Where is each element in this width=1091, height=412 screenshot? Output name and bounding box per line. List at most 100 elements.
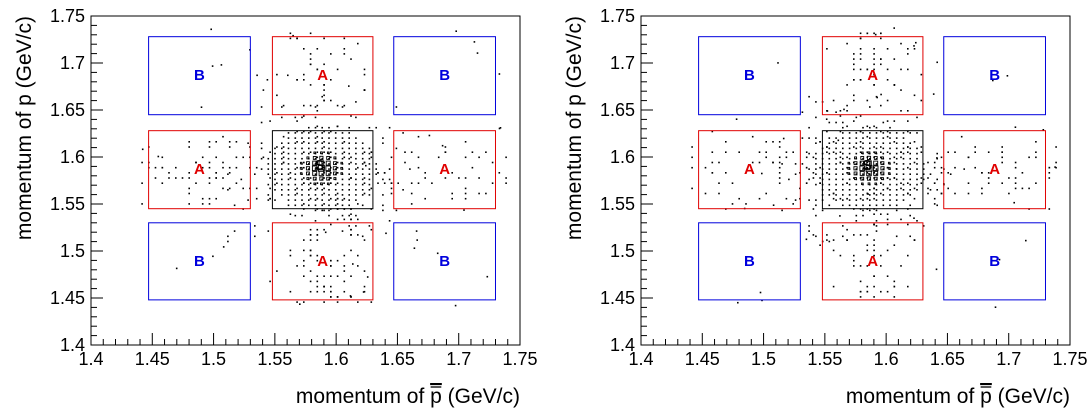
data-point: [416, 239, 418, 241]
data-point: [368, 194, 371, 196]
data-point: [866, 151, 869, 153]
data-point: [859, 146, 862, 148]
data-point: [758, 161, 761, 164]
data-point: [828, 204, 831, 207]
region-label: A: [317, 253, 328, 270]
data-point: [886, 223, 889, 226]
data-point: [227, 173, 229, 175]
data-point: [289, 290, 292, 293]
data-point: [274, 147, 276, 150]
data-point: [936, 157, 938, 159]
data-point: [303, 177, 305, 179]
data-point: [323, 301, 325, 303]
data-point: [464, 156, 467, 159]
data-point: [842, 173, 844, 175]
data-point: [913, 161, 916, 164]
y-tick-label: 1.55: [600, 194, 635, 214]
data-point: [267, 168, 270, 170]
data-point: [835, 189, 837, 191]
data-point: [308, 199, 310, 201]
data-point: [866, 285, 869, 288]
data-point: [222, 187, 224, 190]
data-point: [303, 161, 305, 164]
data-point: [303, 115, 305, 117]
data-point: [778, 182, 781, 184]
data-point: [828, 163, 831, 165]
peak-cell: [299, 172, 303, 175]
data-point: [478, 177, 480, 179]
data-point: [281, 106, 283, 108]
data-point: [902, 137, 905, 139]
x-tick-label: 1.75: [502, 349, 537, 369]
data-point: [348, 189, 350, 191]
region-a: A: [821, 36, 924, 116]
data-point: [363, 290, 366, 293]
y-tick-label: 1.6: [610, 147, 635, 167]
data-point: [200, 106, 203, 108]
data-point: [341, 183, 344, 186]
data-point: [855, 189, 858, 191]
data-point: [859, 141, 862, 143]
data-point: [375, 126, 377, 129]
data-point: [880, 104, 882, 107]
data-point: [323, 177, 325, 179]
data-point: [365, 164, 367, 167]
data-point: [1028, 187, 1030, 190]
data-point: [274, 163, 276, 165]
region-label: S: [314, 157, 324, 174]
data-point: [907, 110, 909, 112]
data-point: [940, 156, 943, 159]
data-point: [328, 204, 330, 207]
data-point: [316, 290, 319, 293]
data-point: [1014, 161, 1017, 164]
data-point: [314, 106, 317, 108]
peak-cell: [873, 170, 879, 176]
peak-cell: [887, 172, 891, 175]
data-point: [301, 137, 303, 139]
data-point: [486, 275, 489, 278]
peak-cell: [312, 176, 317, 181]
data-point: [880, 93, 882, 96]
data-point: [316, 234, 319, 236]
data-point: [893, 280, 896, 283]
peak-cell: [859, 160, 865, 166]
data-point: [869, 163, 871, 165]
data-point: [323, 130, 325, 133]
data-point: [321, 137, 323, 139]
data-point: [815, 173, 817, 175]
data-point: [316, 228, 319, 231]
data-point: [832, 99, 835, 102]
data-point: [328, 194, 330, 196]
data-point: [323, 63, 325, 66]
peak-cell: [860, 156, 865, 160]
data-point: [350, 58, 352, 60]
data-point: [875, 163, 878, 165]
region-label: B: [194, 67, 205, 84]
region-b: B: [393, 222, 496, 301]
data-point: [909, 183, 911, 186]
data-point: [933, 182, 936, 184]
data-point: [368, 152, 371, 155]
data-point: [175, 177, 177, 179]
data-point: [848, 137, 851, 139]
data-point: [175, 166, 177, 169]
data-point: [691, 156, 693, 159]
region-box: [698, 130, 801, 210]
data-point: [808, 199, 810, 201]
x-tick-label: 1.55: [807, 349, 842, 369]
data-point: [859, 197, 862, 200]
data-point: [294, 147, 297, 150]
data-point: [960, 135, 963, 138]
data-point: [370, 187, 373, 190]
data-point: [828, 173, 831, 175]
data-point: [758, 197, 761, 200]
data-point: [281, 178, 283, 181]
data-point: [301, 178, 303, 181]
peak-cell: [880, 177, 884, 181]
data-point: [323, 192, 325, 195]
data-point: [886, 120, 889, 122]
data-point: [314, 157, 317, 160]
data-point: [940, 192, 943, 195]
data-point: [916, 189, 918, 191]
x-axis-title: momentum of p (GeV/c): [846, 385, 1070, 408]
